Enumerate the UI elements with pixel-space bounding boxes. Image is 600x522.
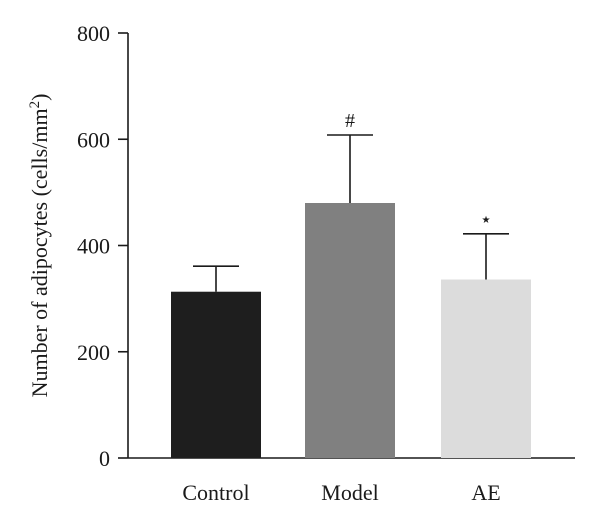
y-tick-label: 0: [99, 446, 110, 471]
y-axis-label: Number of adipocytes (cells/mm2): [27, 94, 52, 398]
x-tick-labels: Control Model AE: [182, 480, 500, 505]
y-tick-label: 400: [77, 234, 110, 259]
y-tick-label: 800: [77, 21, 110, 46]
error-bars: [193, 134, 509, 292]
x-tick-label: Model: [321, 480, 378, 505]
significance-mark: ⋆: [480, 209, 493, 231]
y-axis-title-superscript: 2: [27, 101, 43, 109]
y-tick-label: 600: [77, 127, 110, 152]
bars: [171, 203, 531, 458]
y-axis-title-close: ): [27, 94, 52, 101]
bar-model: [305, 203, 395, 458]
x-tick-label: Control: [182, 480, 249, 505]
x-tick-label: AE: [471, 480, 500, 505]
significance-mark: #: [345, 110, 355, 132]
bar-ae: [441, 279, 531, 458]
y-ticks: 0 200 400 600 800: [77, 21, 128, 471]
y-axis-title-main: Number of adipocytes (cells/mm: [27, 108, 52, 397]
y-tick-label: 200: [77, 340, 110, 365]
bar-control: [171, 291, 261, 458]
y-axis-title: Number of adipocytes (cells/mm2): [27, 94, 52, 398]
significance-marks: #⋆: [345, 110, 492, 231]
